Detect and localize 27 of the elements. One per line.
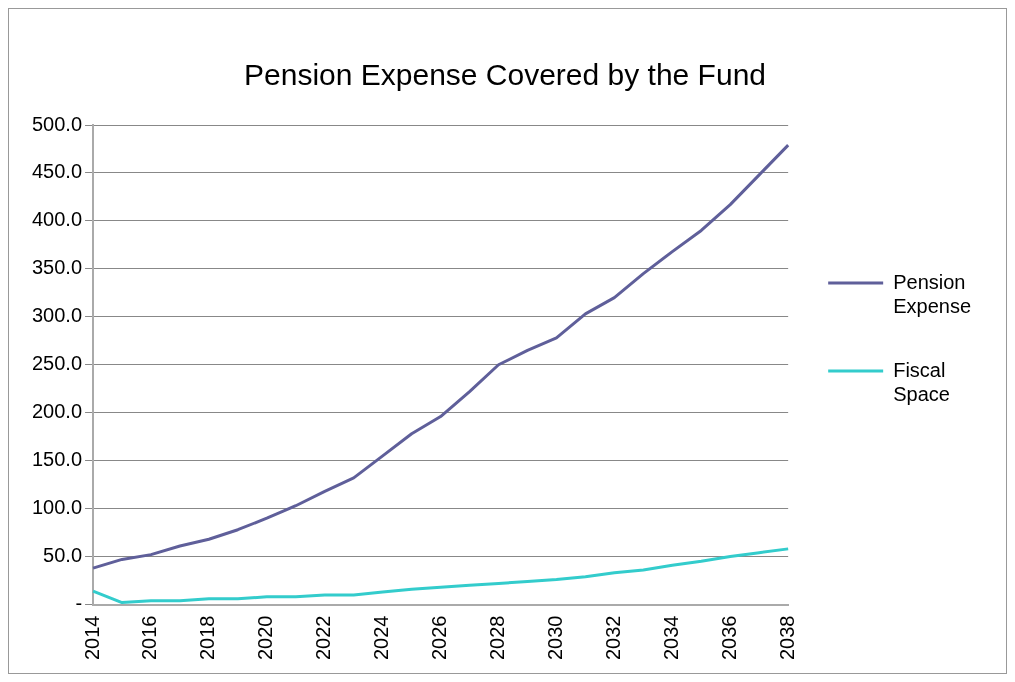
x-tick-label: 2018 [196, 615, 219, 661]
x-tick-label: 2030 [543, 615, 566, 661]
y-tick-label: - [75, 592, 83, 615]
x-tick-label: 2034 [659, 615, 682, 661]
y-tick-label: 50.0 [43, 544, 83, 567]
legend-label: Pension Expense [893, 270, 972, 317]
y-tick-label: 400.0 [31, 208, 83, 231]
y-tick-label: 500.0 [31, 112, 83, 135]
x-tick-label: 2036 [717, 615, 740, 661]
x-tick-label: 2020 [254, 615, 277, 661]
chart-title: Pension Expense Covered by the Fund [244, 58, 766, 92]
x-tick-label: 2026 [428, 615, 451, 661]
y-tick-label: 150.0 [31, 448, 83, 471]
y-tick-label: 300.0 [31, 304, 83, 327]
x-tick-label: 2016 [138, 615, 161, 661]
y-tick-label: 200.0 [31, 400, 83, 423]
y-tick-label: 100.0 [31, 496, 83, 519]
y-tick-label: 250.0 [31, 352, 83, 375]
y-tick-label: 450.0 [31, 160, 83, 183]
x-tick-label: 2038 [775, 615, 798, 661]
y-tick-label: 350.0 [31, 256, 83, 279]
x-tick-label: 2028 [486, 615, 509, 661]
legend-label: Fiscal Space [893, 358, 950, 405]
x-tick-label: 2014 [80, 615, 103, 661]
x-tick-label: 2022 [312, 615, 335, 661]
x-tick-label: 2024 [370, 615, 393, 661]
x-tick-label: 2032 [601, 615, 624, 661]
